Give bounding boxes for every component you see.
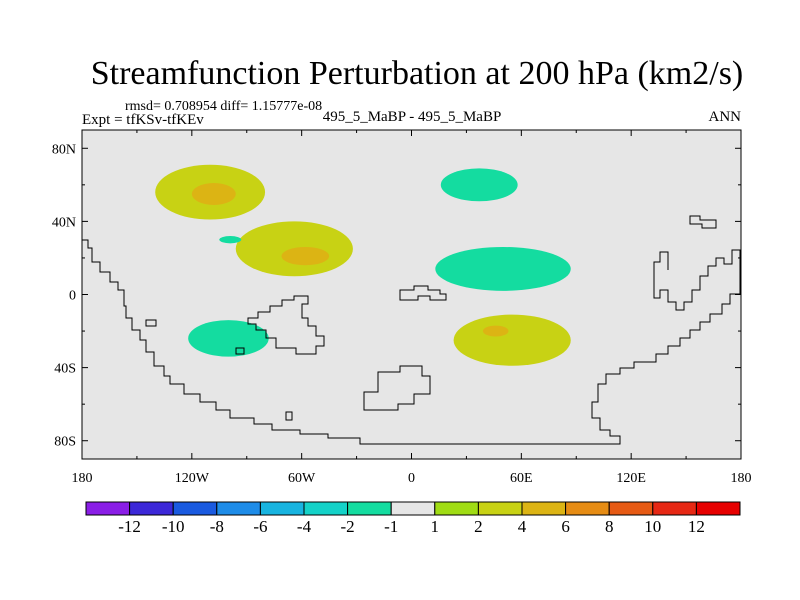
colorbar-swatch (434, 501, 479, 516)
chart-title: Streamfunction Perturbation at 200 hPa (… (91, 55, 744, 92)
season-label: ANN (709, 109, 742, 125)
colorbar-swatch (608, 501, 654, 516)
colorbar-label: 8 (605, 517, 614, 536)
colorbar-label: -4 (297, 517, 312, 536)
americas-coastline (82, 239, 741, 445)
x-tick-label: 180 (72, 471, 93, 486)
equatorial-islands-outline (399, 285, 447, 301)
anomaly-core-indian-ocean-high (482, 325, 509, 337)
central-landmass-outline (247, 295, 325, 355)
anomaly-indian-ocean-high (453, 314, 571, 366)
anomaly-north-atlantic-low (440, 168, 518, 202)
small-island-2 (235, 347, 245, 355)
x-tick-label: 60W (288, 471, 316, 486)
colorbar-swatch (521, 501, 567, 516)
colorbar-swatch (172, 501, 218, 516)
stats-line: rmsd= 0.708954 diff= 1.15777e-08 (125, 99, 322, 114)
colorbar: -12 -10 -8 -6 -4 -2 -1 1 2 4 6 8 10 12 (85, 501, 741, 536)
colorbar-label: 2 (474, 517, 483, 536)
experiment-label: Expt = tfKSv-tfKEv (82, 112, 204, 128)
colorbar-swatch (129, 501, 174, 516)
colorbar-label: -10 (162, 517, 185, 536)
y-tick-label: 40S (54, 362, 76, 377)
y-tick-label: 40N (52, 215, 76, 230)
x-tick-label: 60E (510, 471, 533, 486)
x-tick-label: 120W (175, 471, 210, 486)
anomaly-small-pacific-low (219, 236, 242, 244)
case-label: 495_5_MaBP - 495_5_MaBP (323, 109, 502, 125)
anomaly-africa-low (435, 246, 571, 291)
colorbar-swatch (85, 501, 131, 516)
colorbar-swatch (390, 501, 436, 516)
y-tick-label: 80S (54, 435, 76, 450)
anomaly-contours (155, 164, 571, 366)
anomaly-core-north-pacific-high (191, 183, 236, 205)
continent-outlines (82, 215, 741, 445)
colorbar-swatch (695, 501, 741, 516)
colorbar-label: -1 (384, 517, 398, 536)
southern-island-outline (363, 365, 431, 411)
colorbar-label: 4 (518, 517, 527, 536)
colorbar-swatch (216, 501, 261, 516)
colorbar-swatch (259, 501, 305, 516)
colorbar-label: 6 (561, 517, 570, 536)
colorbar-label: -2 (341, 517, 355, 536)
colorbar-label: 10 (644, 517, 661, 536)
x-tick-label: 180 (731, 471, 752, 486)
colorbar-swatch (565, 501, 610, 516)
colorbar-label: -12 (118, 517, 141, 536)
northeast-island-outline (689, 215, 717, 229)
colorbar-label: 1 (431, 517, 440, 536)
y-tick-label: 0 (69, 289, 76, 304)
colorbar-label: -6 (253, 517, 267, 536)
colorbar-swatch (477, 501, 523, 516)
small-island-3 (285, 411, 293, 421)
x-tick-label: 120E (616, 471, 646, 486)
colorbar-label: -8 (210, 517, 224, 536)
colorbar-label: 12 (688, 517, 705, 536)
colorbar-swatch (652, 501, 697, 516)
colorbar-swatch (347, 501, 392, 516)
anomaly-core-tropical-pacific-high (281, 246, 330, 266)
small-island-1 (145, 319, 157, 327)
y-axis: 80N 40N 0 40S 80S (52, 142, 741, 450)
x-axis: 180 120W 60W 0 60E 120E 180 (72, 130, 752, 486)
colorbar-swatch (303, 501, 349, 516)
y-tick-label: 80N (52, 142, 76, 157)
x-tick-label: 0 (408, 471, 415, 486)
anomaly-south-pacific-low (188, 320, 269, 357)
